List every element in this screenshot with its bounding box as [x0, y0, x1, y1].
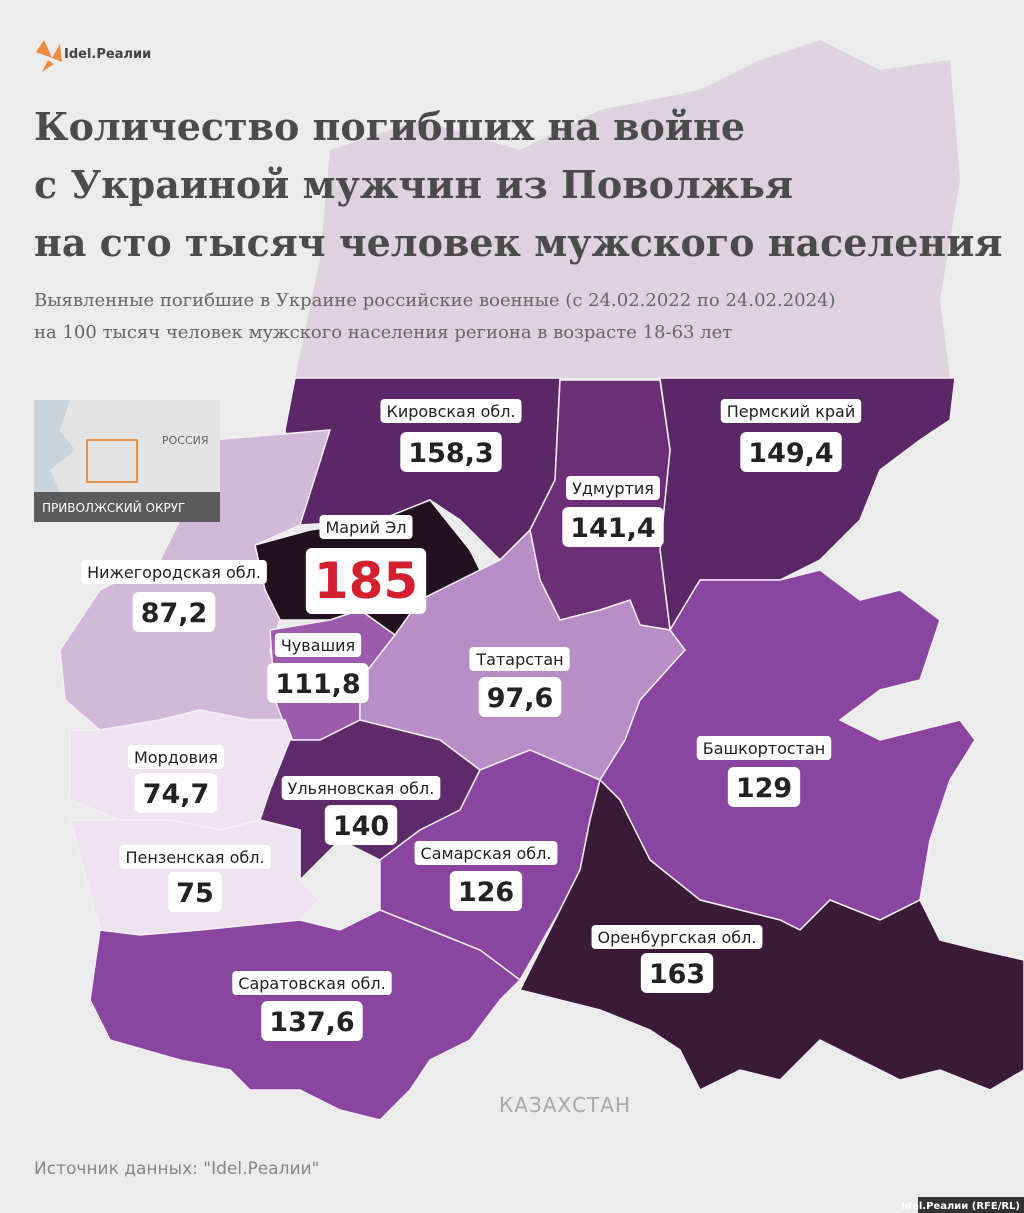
region-label: Чувашия 111,8 — [267, 633, 369, 703]
logo: Idel.Реалии — [36, 40, 151, 72]
region-value: 140 — [333, 811, 389, 842]
logo-icon — [36, 40, 62, 72]
source: Источник данных: "Idel.Реалии" — [34, 1159, 319, 1179]
credit: Idel.Реалии (RFE/RL) — [901, 1201, 1020, 1212]
region-value: 126 — [458, 877, 514, 908]
region-label: Нижегородская обл. 87,2 — [81, 560, 267, 632]
title-line: с Украиной мужчин из Поволжья — [34, 162, 793, 207]
name-box — [469, 647, 570, 671]
map-silhouette — [295, 40, 960, 378]
value-box — [168, 872, 222, 912]
name-box — [232, 971, 392, 995]
region-name: Удмуртия — [572, 479, 654, 498]
region-value: 75 — [176, 878, 214, 909]
inset-caption: ПРИВОЛЖСКИЙ ОКРУГ — [42, 500, 185, 515]
value-box — [134, 773, 218, 813]
value-box — [727, 767, 801, 807]
value-box — [261, 1001, 363, 1041]
subtitle-line: на 100 тысяч человек мужского населения … — [34, 322, 732, 343]
region-label: Кировская обл. 158,3 — [380, 399, 522, 472]
region-label: Башкортостан 129 — [696, 736, 832, 807]
inset-band — [34, 492, 220, 522]
region-label: Удмуртия 141,4 — [562, 476, 664, 547]
name-box — [720, 399, 862, 423]
credit-band — [918, 1197, 1024, 1213]
inset-country: РОССИЯ — [162, 434, 209, 447]
region-label: Марий Эл 185 — [305, 515, 427, 614]
region-label: Саратовская обл. 137,6 — [232, 971, 392, 1041]
region-value: 158,3 — [408, 438, 493, 469]
inset-highlight — [86, 439, 138, 483]
region-value: 163 — [649, 959, 705, 990]
value-box — [562, 507, 664, 547]
value-box — [740, 432, 842, 472]
region-name: Ульяновская обл. — [288, 779, 435, 798]
region-label: Пермский край 149,4 — [720, 399, 862, 472]
name-box — [566, 476, 660, 500]
name-box — [119, 845, 271, 869]
region-value: 111,8 — [275, 669, 360, 700]
inset-land — [50, 400, 220, 492]
name-box — [319, 515, 413, 539]
region-value: 129 — [736, 773, 792, 804]
region-label: Татарстан 97,6 — [469, 647, 570, 717]
neighbor-label: КАЗАХСТАН — [499, 1093, 631, 1117]
region-value: 87,2 — [141, 598, 208, 629]
region-name: Мордовия — [134, 748, 218, 767]
region-value: 149,4 — [748, 438, 833, 469]
region-value: 97,6 — [487, 683, 554, 714]
value-box — [449, 871, 523, 911]
region-value: 141,4 — [570, 513, 655, 544]
inset-map: РОССИЯ ПРИВОЛЖСКИЙ ОКРУГ — [34, 400, 220, 522]
region-name: Пензенская обл. — [125, 848, 264, 867]
name-box — [380, 399, 522, 423]
region-value: 185 — [314, 552, 418, 610]
region-name: Марий Эл — [325, 518, 406, 537]
name-box — [696, 736, 832, 760]
region-label: Самарская обл. 126 — [414, 841, 558, 911]
region-name: Самарская обл. — [421, 844, 552, 863]
region-name: Пермский край — [727, 402, 855, 421]
name-box — [414, 841, 558, 865]
region-name: Кировская обл. — [386, 402, 515, 421]
region-name: Чувашия — [281, 636, 355, 655]
name-box — [274, 633, 362, 657]
region-value: 74,7 — [143, 779, 210, 810]
logo-text: Idel.Реалии — [64, 47, 151, 62]
value-box — [305, 548, 427, 614]
value-box — [324, 805, 398, 845]
value-box — [132, 592, 216, 632]
title-line: Количество погибших на войне — [34, 104, 745, 149]
region-label: Оренбургская обл. 163 — [591, 925, 763, 993]
name-box — [281, 776, 441, 800]
value-box — [267, 663, 369, 703]
region — [518, 778, 1024, 1092]
region-name: Башкортостан — [703, 739, 826, 758]
region-name: Татарстан — [475, 650, 563, 669]
region-label: Мордовия 74,7 — [127, 745, 225, 813]
name-box — [81, 560, 267, 584]
labels: Кировская обл. 158,3 Пермский край 149,4 Удм… — [81, 399, 862, 1041]
value-box — [640, 953, 714, 993]
region-label: Пензенская обл. 75 — [119, 845, 271, 912]
value-box — [478, 677, 562, 717]
name-box — [591, 925, 763, 949]
value-box — [400, 432, 502, 472]
region-name: Нижегородская обл. — [87, 563, 261, 582]
region-name: Оренбургская обл. — [598, 928, 757, 947]
region-value: 137,6 — [269, 1007, 354, 1038]
region-name: Саратовская обл. — [238, 974, 385, 993]
title-line: на сто тысяч человек мужского населения — [34, 220, 1002, 265]
name-box — [127, 745, 225, 769]
region-label: Ульяновская обл. 140 — [281, 776, 441, 845]
subtitle-line: Выявленные погибшие в Украине российские… — [34, 290, 836, 311]
